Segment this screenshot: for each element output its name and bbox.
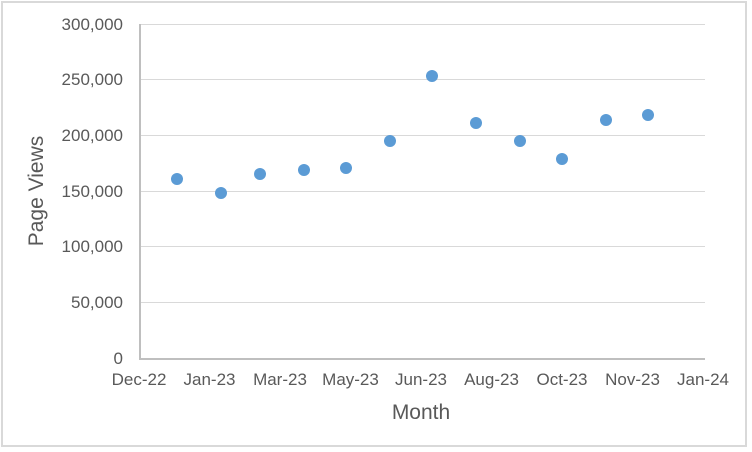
y-tick-label: 300,000 [61,14,123,34]
y-tick-label: 100,000 [61,237,123,257]
data-point-Apr-23 [297,163,310,176]
data-point-Feb-23 [214,187,227,200]
x-tick-label: Jun-23 [395,370,447,389]
x-tick-label: Oct-23 [536,370,588,389]
gridline [141,134,705,136]
y-tick-label: 150,000 [61,181,123,201]
x-tick-label: Dec-22 [111,370,167,389]
gridline [141,190,705,192]
data-point-Dec-23 [642,109,654,122]
y-tick-label: 200,000 [61,125,123,145]
data-point-Aug-23 [469,117,482,130]
y-tick-label: 50,000 [71,292,123,312]
y-axis-title: Page Views [25,135,48,247]
data-point-May-23 [340,161,353,174]
data-point-Nov-23 [599,113,612,126]
data-point-Jul-23 [426,70,439,83]
x-tick-label: May-23 [322,370,379,389]
y-tick-label: 250,000 [61,70,123,90]
gridline [141,23,705,25]
data-point-Oct-23 [556,152,568,165]
x-tick-label: Jan-24 [677,370,729,389]
gridline [141,79,705,81]
x-axis-title: Month [391,401,451,424]
data-point-Sep-23 [513,134,526,147]
data-point-Jan-23 [171,172,184,185]
y-tick-label: 0 [113,348,123,368]
x-tick-label: Nov-23 [605,370,660,389]
x-tick-label: Mar-23 [253,370,307,389]
gridline [141,246,705,248]
plot-area [139,23,705,360]
x-tick-label: Aug-23 [464,370,519,389]
gridline [141,301,705,303]
data-point-Jun-23 [383,134,396,147]
x-tick-label: Jan-23 [183,370,236,389]
data-point-Mar-23 [254,168,267,181]
